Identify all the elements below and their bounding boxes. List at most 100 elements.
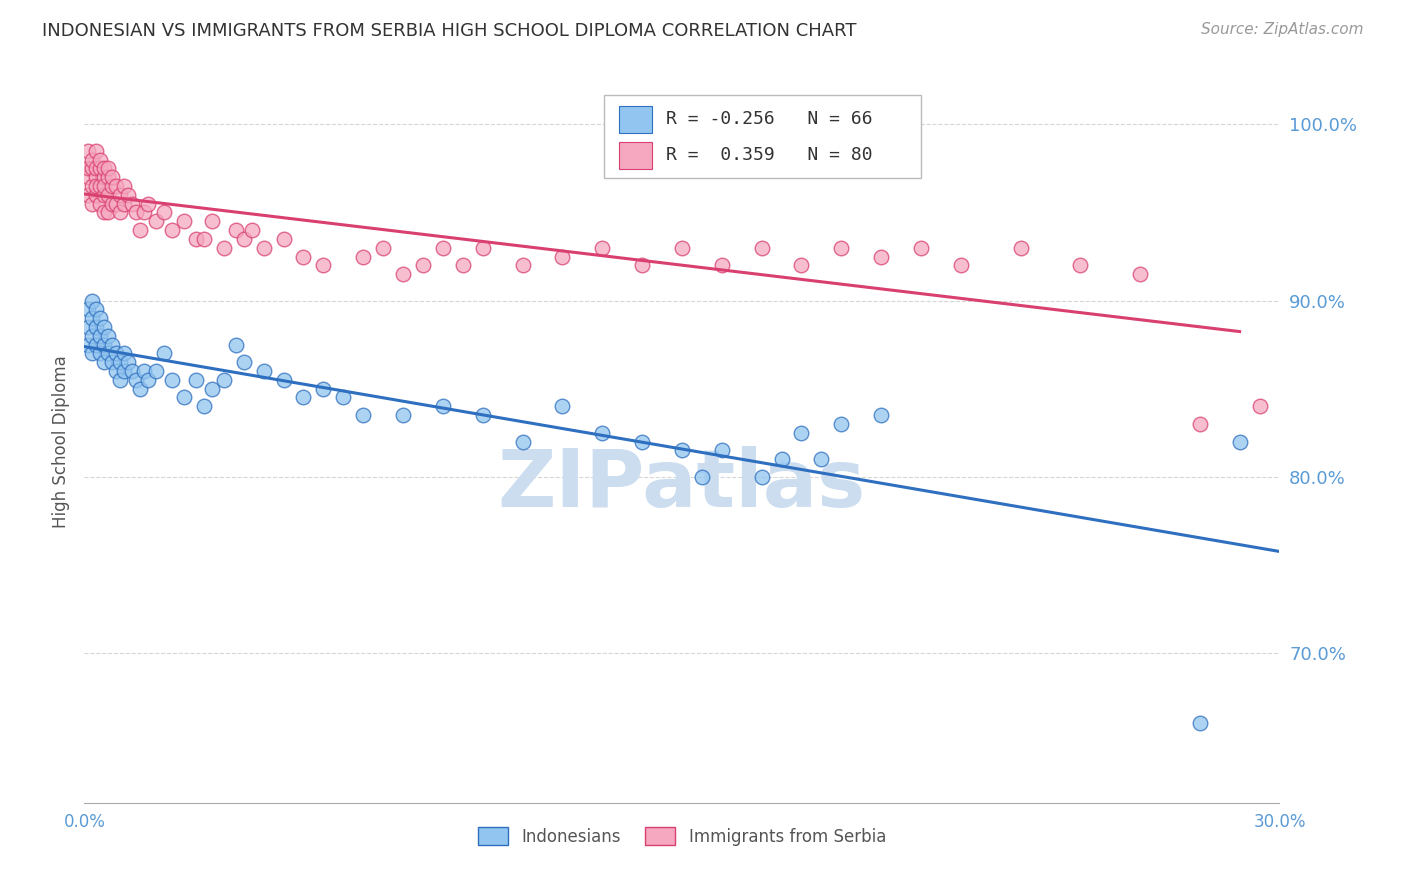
Point <box>93 337 115 351</box>
Point <box>86 320 108 334</box>
Point <box>129 382 152 396</box>
FancyBboxPatch shape <box>605 95 921 178</box>
Point <box>89 311 111 326</box>
Point <box>332 391 354 405</box>
Legend: Indonesians, Immigrants from Serbia: Indonesians, Immigrants from Serbia <box>471 821 893 852</box>
Point <box>710 443 733 458</box>
Point <box>97 170 120 185</box>
Point <box>82 153 104 167</box>
Point <box>105 196 128 211</box>
Point <box>93 320 115 334</box>
Point <box>93 187 115 202</box>
Point <box>870 250 893 264</box>
Point <box>117 187 139 202</box>
Point <box>690 470 713 484</box>
Point <box>89 153 111 167</box>
Point <box>373 241 395 255</box>
Point <box>751 470 773 484</box>
Point <box>132 364 156 378</box>
Point <box>352 250 374 264</box>
Point <box>591 241 613 255</box>
Point <box>129 223 152 237</box>
Point <box>82 161 104 176</box>
Point <box>77 161 100 176</box>
Point <box>253 241 276 255</box>
Text: Source: ZipAtlas.com: Source: ZipAtlas.com <box>1201 22 1364 37</box>
Point <box>184 232 207 246</box>
Point <box>471 408 494 422</box>
Text: R = -0.256   N = 66: R = -0.256 N = 66 <box>666 111 873 128</box>
Point <box>77 320 100 334</box>
Point <box>292 391 315 405</box>
Point <box>110 355 132 369</box>
Point <box>451 258 474 272</box>
Point <box>97 187 120 202</box>
Text: R =  0.359   N = 80: R = 0.359 N = 80 <box>666 146 873 164</box>
Point <box>184 373 207 387</box>
Point <box>591 425 613 440</box>
Point <box>201 214 224 228</box>
Point <box>125 373 148 387</box>
Point <box>312 382 335 396</box>
Point <box>86 302 108 317</box>
Bar <box>619 142 652 169</box>
Point <box>82 311 104 326</box>
Point <box>751 241 773 255</box>
Point <box>77 170 100 185</box>
Point <box>225 337 247 351</box>
Point <box>212 241 235 255</box>
Point <box>136 196 159 211</box>
Point <box>93 170 115 185</box>
Point <box>77 302 100 317</box>
Text: ZIPatlas: ZIPatlas <box>498 446 866 524</box>
Point <box>112 196 135 211</box>
Point <box>89 161 111 176</box>
Point <box>97 346 120 360</box>
Point <box>77 144 100 158</box>
Point <box>232 232 254 246</box>
Point <box>101 170 124 185</box>
Point <box>112 179 135 194</box>
Point <box>631 258 654 272</box>
Bar <box>619 105 652 133</box>
Point <box>82 196 104 211</box>
Point <box>93 179 115 194</box>
Point <box>86 337 108 351</box>
Point <box>240 223 263 237</box>
Y-axis label: High School Diploma: High School Diploma <box>52 355 70 528</box>
Point <box>89 196 111 211</box>
Point <box>1188 716 1211 731</box>
Point <box>110 205 132 219</box>
Point <box>105 346 128 360</box>
Point <box>136 373 159 387</box>
Point <box>512 434 534 449</box>
Point <box>671 241 693 255</box>
Point <box>273 373 295 387</box>
Point <box>292 250 315 264</box>
Point <box>86 179 108 194</box>
Point <box>949 258 972 272</box>
Point <box>253 364 276 378</box>
Text: INDONESIAN VS IMMIGRANTS FROM SERBIA HIGH SCHOOL DIPLOMA CORRELATION CHART: INDONESIAN VS IMMIGRANTS FROM SERBIA HIG… <box>42 22 856 40</box>
Point <box>412 258 434 272</box>
Point <box>93 205 115 219</box>
Point <box>82 179 104 194</box>
Point <box>89 179 111 194</box>
Point <box>125 205 148 219</box>
Point <box>312 258 335 272</box>
Point <box>86 161 108 176</box>
Point <box>105 364 128 378</box>
Point <box>225 223 247 237</box>
Point <box>153 346 176 360</box>
Point <box>910 241 932 255</box>
Point <box>86 144 108 158</box>
Point <box>671 443 693 458</box>
Point <box>173 214 195 228</box>
Point <box>392 267 415 281</box>
Point <box>1249 399 1271 413</box>
Point <box>770 452 793 467</box>
Point <box>790 425 813 440</box>
Point <box>77 337 100 351</box>
Point <box>117 355 139 369</box>
Point <box>110 373 132 387</box>
